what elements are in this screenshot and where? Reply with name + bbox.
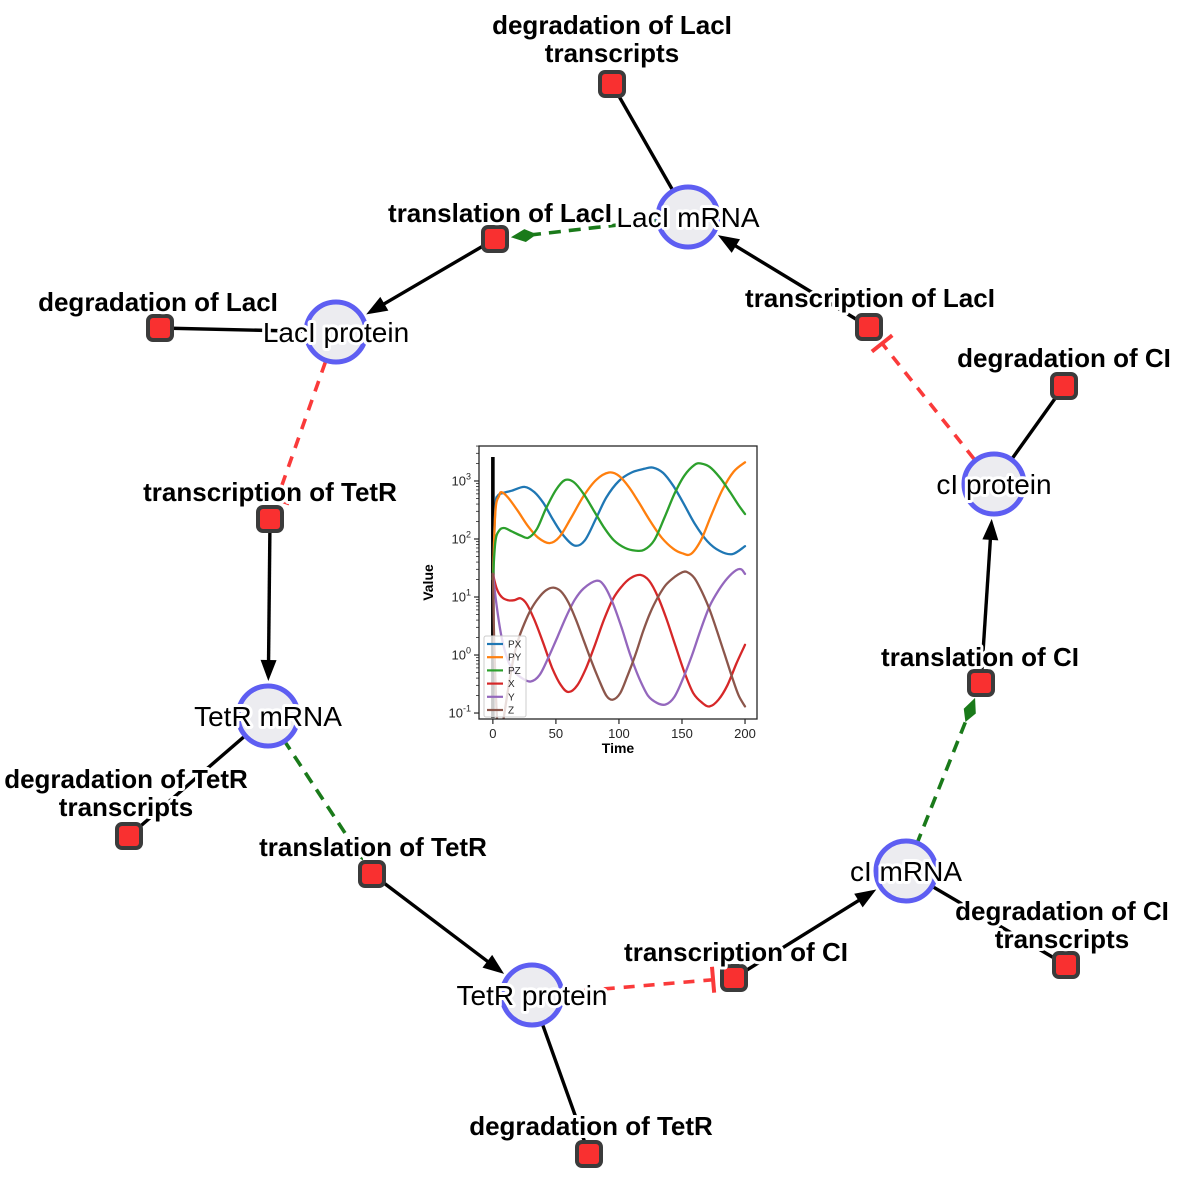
reaction-node-deg_tetr[interactable] bbox=[575, 1140, 603, 1168]
species-label-ci_protein: cI protein bbox=[936, 469, 1051, 500]
chart-x-tick-label: 100 bbox=[608, 726, 630, 741]
arrowhead-edge-production-translation_ci-to-ci_protein bbox=[982, 518, 999, 541]
reaction-label-deg_tetr_transcripts-line1: transcripts bbox=[59, 792, 193, 822]
edge-production-translation_tetr-to-tetr_protein bbox=[370, 872, 494, 967]
legend-label-PX: PX bbox=[508, 640, 522, 651]
chart-x-tick-label: 0 bbox=[489, 726, 496, 741]
reaction-node-deg_ci[interactable] bbox=[1050, 372, 1078, 400]
species-node-laci_mrna[interactable] bbox=[655, 184, 721, 250]
reaction-node-translation_tetr[interactable] bbox=[358, 860, 386, 888]
arrowhead-edge-production-transcription_tetr-to-tetr_mrna bbox=[260, 659, 277, 682]
chart-x-axis-label: Time bbox=[602, 740, 635, 756]
species-node-laci_protein[interactable] bbox=[303, 299, 369, 365]
arrowhead-edge-modifier-tetr_mrna-to-translation_tetr bbox=[348, 838, 364, 861]
arrowhead-edge-production-transcription_laci-to-laci_mrna bbox=[717, 235, 741, 253]
edge-modifier-ci_mrna-to-translation_ci bbox=[914, 715, 970, 846]
chart-y-tick-label: 101 bbox=[452, 588, 471, 605]
chart-series-PX bbox=[491, 466, 747, 581]
chart-x-tick-label: 150 bbox=[671, 726, 693, 741]
species-nodes-layer bbox=[235, 184, 1027, 1028]
chart-x-tick-label: 50 bbox=[549, 726, 563, 741]
chart-x-tick-label: 200 bbox=[734, 726, 756, 741]
species-label-laci_protein: LacI protein bbox=[263, 317, 409, 348]
reaction-label-translation_tetr-line0: translation of TetR bbox=[259, 832, 487, 862]
reaction-label-deg_tetr_transcripts-line0: degradation of TetR bbox=[4, 764, 248, 794]
edge-production-translation_laci-to-laci_protein bbox=[377, 237, 496, 309]
tbar-edge-inhibition-ci_protein-to-transcription_laci bbox=[870, 333, 894, 354]
arrowhead-edge-production-translation_tetr-to-tetr_protein bbox=[482, 954, 505, 974]
legend-label-X: X bbox=[508, 679, 515, 690]
tbar-edge-inhibition-laci_protein-to-transcription_tetr bbox=[264, 492, 290, 506]
arrowhead-edge-modifier-laci_mrna-to-translation_laci bbox=[510, 229, 537, 243]
edge-production-translation_ci-to-ci_protein bbox=[979, 532, 993, 684]
reaction-label-deg_laci-line0: degradation of LacI bbox=[38, 287, 278, 317]
edge-inhibition-tetr_protein-to-transcription_ci bbox=[563, 977, 714, 995]
reaction-node-translation_ci[interactable] bbox=[967, 669, 995, 697]
species-label-tetr_protein: TetR protein bbox=[457, 980, 608, 1011]
chart-series-PZ bbox=[491, 462, 747, 581]
arrowheads-layer bbox=[260, 229, 999, 974]
legend-label-PY: PY bbox=[508, 653, 522, 664]
chart-y-tick-label: 100 bbox=[452, 646, 471, 663]
edge-production-transcription_ci-to-ci_mrna bbox=[733, 895, 866, 980]
species-label-laci_mrna: LacI mRNA bbox=[616, 202, 759, 233]
species-label-ci_mrna: cI mRNA bbox=[850, 856, 962, 887]
edges-layer bbox=[127, 83, 1067, 1155]
reaction-node-deg_tetr_transcripts[interactable] bbox=[115, 822, 143, 850]
species-node-tetr_mrna[interactable] bbox=[235, 683, 301, 749]
chart-y-tick-label: 10-1 bbox=[449, 704, 471, 721]
reaction-label-transcription_laci-line0: transcription of LacI bbox=[745, 283, 995, 313]
reaction-label-translation_laci-line0: translation of LacI bbox=[388, 198, 612, 228]
species-node-ci_protein[interactable] bbox=[961, 451, 1027, 517]
labels-layer: degradation of LacItranscriptstranslatio… bbox=[1, 7, 1174, 1144]
reaction-node-deg_laci_transcripts[interactable] bbox=[598, 70, 626, 98]
legend-label-Z: Z bbox=[508, 706, 514, 717]
reaction-node-transcription_tetr[interactable] bbox=[256, 505, 284, 533]
reaction-label-translation_ci-line0: translation of CI bbox=[881, 642, 1079, 672]
reaction-node-deg_laci[interactable] bbox=[146, 314, 174, 342]
edge-inhibition-laci_protein-to-transcription_tetr bbox=[275, 361, 328, 500]
edge-modifier-laci_mrna-to-translation_laci bbox=[530, 218, 661, 237]
arrowhead-edge-production-translation_laci-to-laci_protein bbox=[366, 296, 389, 315]
chart-series-PY bbox=[491, 461, 747, 581]
reaction-label-deg_tetr-line0: degradation of TetR bbox=[469, 1111, 713, 1141]
reaction-label-deg_laci_transcripts-line1: transcripts bbox=[545, 38, 679, 68]
species-node-tetr_protein[interactable] bbox=[499, 962, 565, 1028]
reaction-label-deg_ci-line0: degradation of CI bbox=[957, 343, 1171, 373]
chart-series-X bbox=[491, 572, 747, 708]
reaction-label-deg_laci_transcripts-line0: degradation of LacI bbox=[492, 10, 732, 40]
reaction-node-deg_ci_transcripts[interactable] bbox=[1052, 951, 1080, 979]
chart-y-axis-label: Value bbox=[420, 564, 436, 601]
tbar-edge-inhibition-tetr_protein-to-transcription_ci bbox=[709, 966, 717, 993]
chart-y-tick-label: 103 bbox=[452, 471, 471, 488]
legend-label-PZ: PZ bbox=[508, 666, 521, 677]
chart-frame bbox=[478, 445, 758, 720]
reaction-label-deg_ci_transcripts-line1: transcripts bbox=[995, 924, 1129, 954]
chart-y-tick-label: 102 bbox=[452, 529, 471, 546]
reaction-nodes-layer bbox=[115, 70, 1080, 1168]
edge-modifier-tetr_mrna-to-translation_tetr bbox=[281, 738, 354, 845]
arrowhead-edge-modifier-ci_mrna-to-translation_ci bbox=[963, 697, 976, 723]
inset-chart: 0 50 100 150 200 10-1 100 101 102 103 Time Value PX P… bbox=[420, 445, 758, 756]
species-label-tetr_mrna: TetR mRNA bbox=[194, 701, 342, 732]
arrowhead-edge-production-transcription_ci-to-ci_mrna bbox=[854, 889, 877, 908]
legend-label-Y: Y bbox=[508, 692, 515, 703]
reaction-node-transcription_laci[interactable] bbox=[855, 313, 883, 341]
edge-inhibition-ci_protein-to-transcription_laci bbox=[880, 342, 976, 461]
reaction-label-transcription_ci-line0: transcription of CI bbox=[624, 937, 848, 967]
edge-production-transcription_laci-to-laci_mrna bbox=[728, 240, 870, 329]
reaction-node-translation_laci[interactable] bbox=[481, 225, 509, 253]
edge-production-transcription_tetr-to-tetr_mrna bbox=[266, 518, 272, 668]
reaction-label-deg_ci_transcripts-line0: degradation of CI bbox=[955, 896, 1169, 926]
species-node-ci_mrna[interactable] bbox=[873, 838, 939, 904]
reaction-node-transcription_ci[interactable] bbox=[720, 964, 748, 992]
reaction-label-transcription_tetr-line0: transcription of TetR bbox=[143, 477, 397, 507]
